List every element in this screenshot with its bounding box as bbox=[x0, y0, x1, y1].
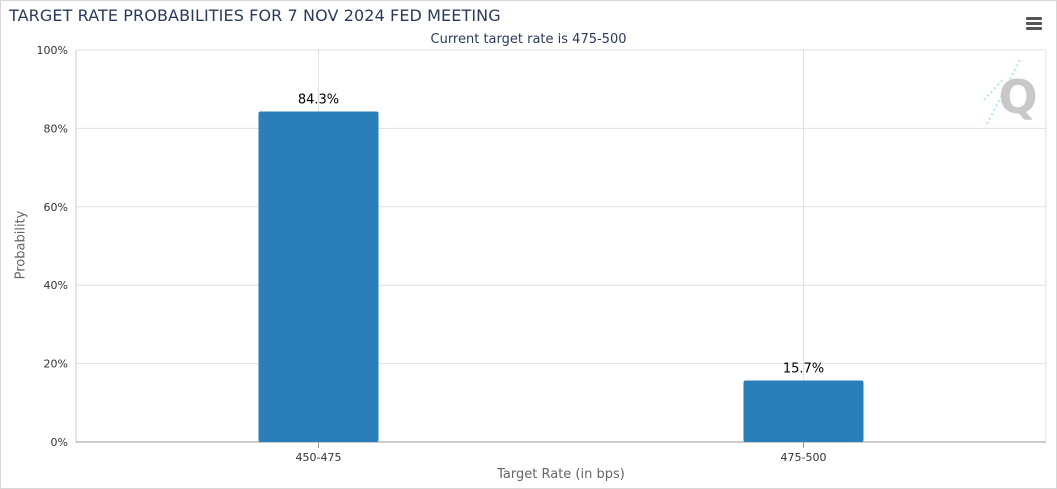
x-axis-label: Target Rate (in bps) bbox=[497, 467, 625, 482]
x-tick-label: 450-475 bbox=[296, 451, 342, 464]
data-label: 15.7% bbox=[783, 361, 824, 376]
chart-title: TARGET RATE PROBABILITIES FOR 7 NOV 2024… bbox=[9, 6, 501, 25]
bar bbox=[258, 111, 379, 442]
x-axis-ticks: 450-475 475-500 bbox=[296, 442, 827, 464]
watermark-logo: Q bbox=[983, 57, 1038, 125]
y-axis-label: Probability bbox=[13, 210, 29, 280]
hamburger-menu-icon[interactable] bbox=[1024, 14, 1044, 32]
bar bbox=[743, 380, 864, 442]
grid-lines bbox=[75, 49, 1047, 443]
y-axis-ticks: 0% 20% 40% 60% 80% 100% bbox=[37, 44, 68, 449]
x-tick-label: 475-500 bbox=[781, 451, 827, 464]
bars bbox=[258, 111, 864, 442]
data-labels: 84.3% 15.7% bbox=[298, 93, 824, 377]
y-tick-label: 60% bbox=[44, 201, 68, 214]
y-tick-label: 80% bbox=[44, 122, 68, 135]
y-tick-label: 0% bbox=[51, 436, 68, 449]
svg-text:Q: Q bbox=[998, 70, 1037, 124]
y-tick-label: 40% bbox=[44, 279, 68, 292]
y-tick-label: 20% bbox=[44, 358, 68, 371]
chart-subtitle: Current target rate is 475-500 bbox=[430, 32, 627, 47]
q-logo-watermark-icon bbox=[983, 57, 1022, 125]
y-tick-label: 100% bbox=[37, 44, 68, 57]
data-label: 84.3% bbox=[298, 93, 339, 108]
